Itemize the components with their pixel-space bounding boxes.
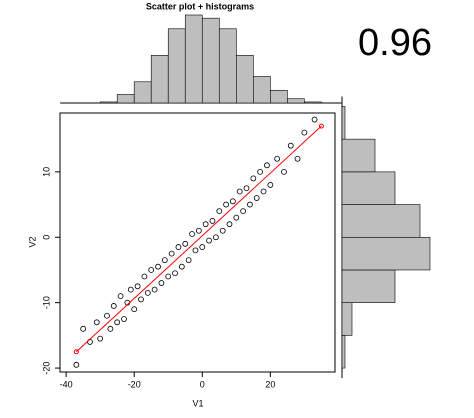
point: [80, 325, 87, 332]
point: [121, 316, 127, 322]
point: [212, 234, 219, 241]
hist-x-bar: [287, 98, 305, 104]
point: [93, 319, 100, 326]
hist-y-bar: [341, 138, 376, 173]
hist-y-bar: [341, 171, 396, 205]
hist-x-bar: [304, 101, 322, 104]
point: [161, 257, 168, 264]
point: [236, 188, 243, 195]
point: [138, 296, 144, 303]
point: [294, 155, 301, 162]
point: [185, 257, 192, 264]
hist-x-bar: [116, 94, 135, 104]
point: [287, 142, 294, 149]
fit-point: [318, 123, 324, 129]
hist-x-bar: [150, 54, 169, 104]
point: [311, 116, 318, 123]
y-tick-label: 0: [41, 235, 51, 240]
point: [257, 168, 264, 175]
point: [199, 244, 206, 250]
point: [165, 273, 172, 280]
point: [127, 286, 134, 293]
x-tick-label: 0: [200, 379, 205, 389]
point: [134, 283, 141, 290]
point: [148, 267, 155, 273]
point: [117, 293, 124, 300]
point: [253, 195, 260, 201]
plot-frame: [59, 112, 336, 373]
point: [209, 218, 216, 224]
point: [158, 280, 165, 286]
point: [141, 273, 148, 280]
x-tick-label: 20: [265, 379, 275, 389]
point: [202, 221, 209, 228]
fit-point: [73, 349, 79, 355]
point: [178, 263, 185, 270]
point: [172, 270, 178, 277]
point: [73, 361, 80, 368]
x-tick-label: -40: [60, 379, 73, 389]
point: [131, 306, 138, 313]
point: [110, 303, 117, 309]
point: [281, 168, 287, 175]
point: [151, 286, 158, 293]
point: [226, 221, 233, 228]
point: [223, 201, 229, 208]
hist-x-bar: [270, 89, 288, 104]
point: [168, 250, 175, 257]
hist-x-bar: [253, 76, 271, 104]
point: [189, 231, 195, 237]
point: [264, 162, 270, 169]
point: [267, 182, 274, 188]
hist-y-bar: [341, 302, 353, 336]
point: [97, 335, 104, 342]
point: [175, 244, 182, 250]
hist-y-bar: [341, 106, 346, 140]
point: [247, 201, 253, 208]
hist-x-bar: [99, 101, 118, 104]
point: [206, 237, 212, 244]
point: [274, 155, 281, 162]
point: [144, 289, 151, 296]
point: [195, 227, 202, 234]
hist-x-bar: [218, 28, 237, 104]
point: [216, 208, 223, 215]
point: [250, 175, 257, 182]
y-tick-label: -10: [41, 296, 51, 309]
y-tick-label: -20: [41, 362, 51, 375]
point: [182, 240, 189, 247]
point: [155, 263, 161, 270]
point: [104, 312, 110, 319]
hist-x-bar: [167, 28, 186, 104]
hist-y-bar: [341, 236, 431, 271]
hist-y-bar: [341, 204, 421, 238]
point: [219, 227, 226, 234]
point: [243, 185, 250, 192]
y-tick-label: 10: [41, 167, 51, 177]
x-axis-label: V1: [192, 398, 203, 408]
hist-y-bar: [341, 335, 346, 369]
point: [301, 129, 308, 136]
point: [260, 188, 267, 195]
point: [114, 319, 121, 326]
point: [229, 198, 236, 205]
hist-y-bar: [341, 269, 396, 303]
hist-x-bar: [235, 54, 254, 104]
point: [192, 247, 199, 254]
fit-line: [75, 125, 322, 353]
chart-title: Scatter plot + histograms: [146, 1, 254, 11]
hist-x-bar: [184, 14, 203, 104]
hist-x-bar: [201, 17, 220, 104]
point: [107, 325, 114, 332]
correlation-annotation: 0.96: [358, 22, 432, 64]
x-tick-label: -20: [128, 379, 141, 389]
point: [233, 214, 240, 221]
y-axis-label: V2: [27, 236, 37, 247]
hist-x-bar: [133, 81, 152, 104]
point: [240, 208, 247, 215]
